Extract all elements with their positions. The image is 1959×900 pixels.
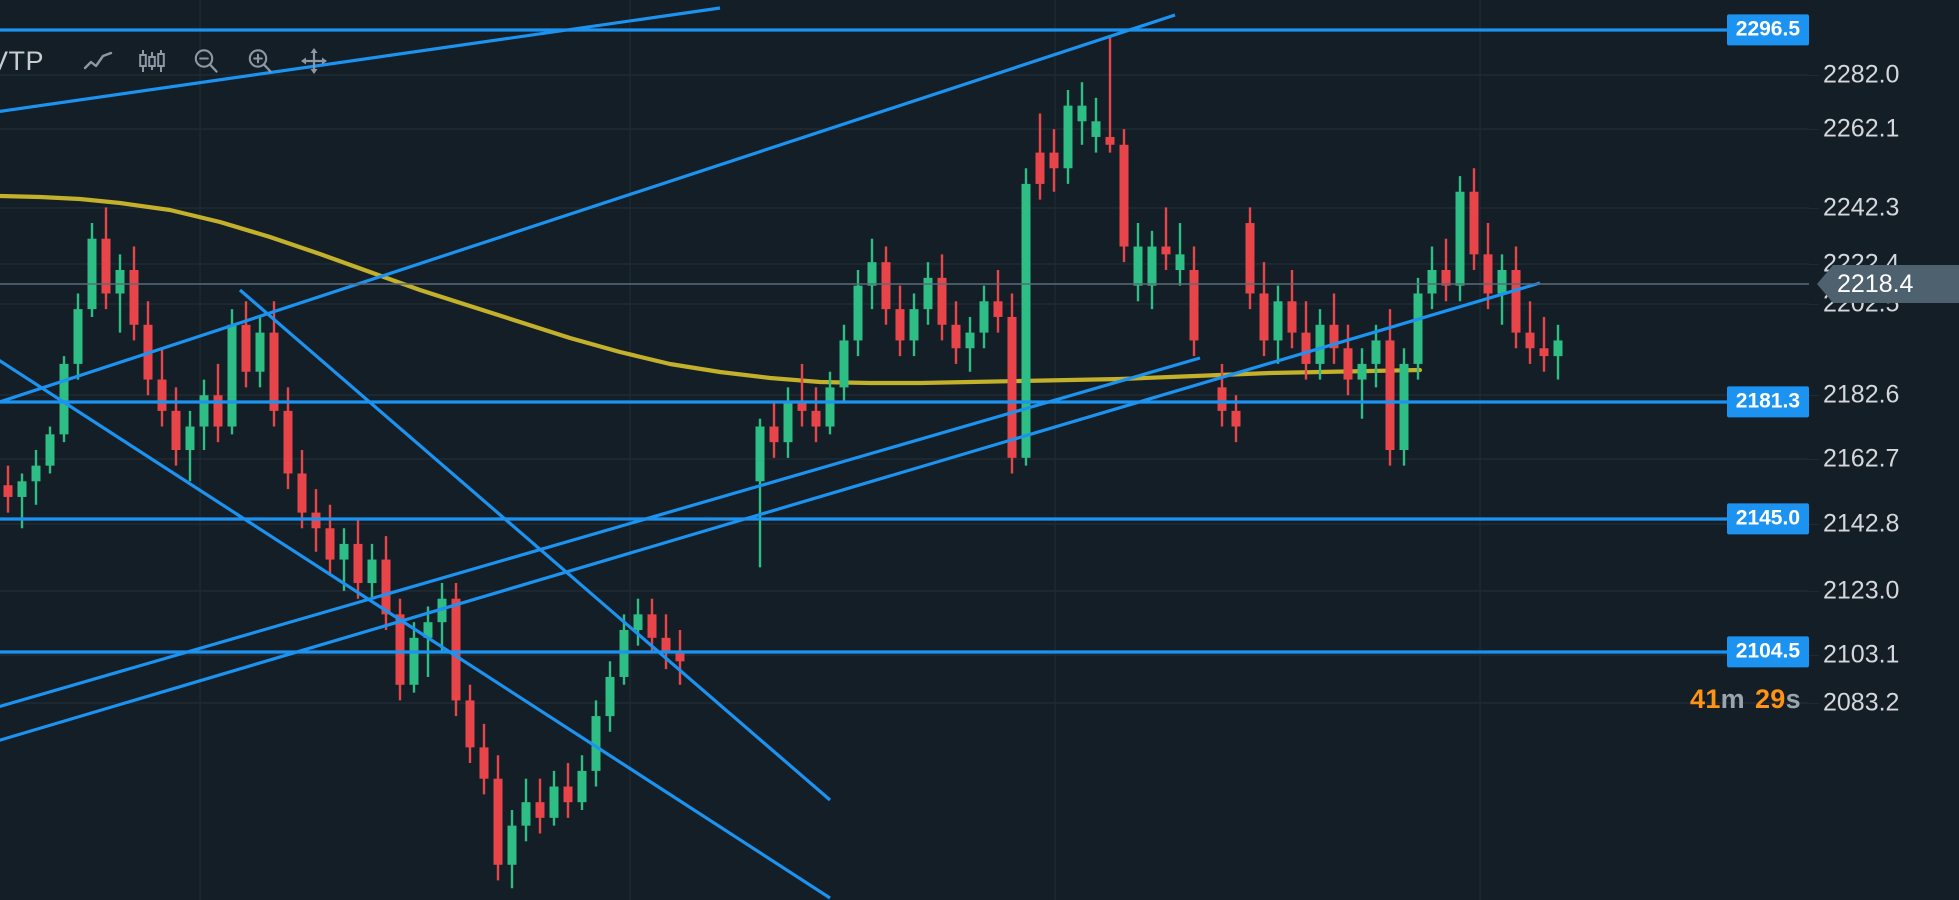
countdown-minutes: 41	[1690, 684, 1721, 714]
price-axis-tick-mark	[1809, 129, 1819, 131]
symbol-label: VTP	[0, 45, 45, 76]
price-axis-tick: 2282.0	[1823, 60, 1900, 89]
countdown-seconds: 29	[1754, 684, 1786, 714]
countdown-seconds-unit: s	[1785, 684, 1801, 714]
price-axis-tick: 2242.3	[1823, 193, 1900, 222]
zoom-in-icon[interactable]	[238, 40, 282, 82]
price-axis-tick-mark	[1809, 395, 1819, 397]
zoom-out-icon[interactable]	[184, 40, 228, 82]
price-axis-tick-mark	[1809, 655, 1819, 657]
countdown-minutes-unit: m	[1720, 684, 1745, 714]
price-axis-tick-mark	[1809, 524, 1819, 526]
price-axis-tick-mark	[1809, 208, 1819, 210]
price-axis-tick: 2103.1	[1823, 640, 1900, 669]
move-icon[interactable]	[292, 40, 336, 82]
price-axis-tick-mark	[1809, 703, 1819, 705]
price-axis-tick-mark	[1809, 459, 1819, 461]
chart-plot-area[interactable]	[0, 0, 1809, 900]
price-axis-tick-mark	[1809, 304, 1819, 306]
moving-average-line	[0, 193, 1423, 386]
price-axis-tick: 2123.0	[1823, 576, 1900, 605]
price-axis-tick: 2182.6	[1823, 380, 1900, 409]
price-axis-tick-mark	[1809, 591, 1819, 593]
price-axis-tick: 2162.7	[1823, 444, 1900, 473]
line-chart-icon[interactable]	[76, 40, 120, 82]
current-price-arrow-icon	[1817, 265, 1833, 303]
price-axis-tick-mark	[1809, 264, 1819, 266]
bar-countdown-timer: 41m 29s	[1690, 684, 1801, 715]
chart-gridlines	[0, 0, 1809, 900]
chart-canvas	[0, 0, 1809, 900]
candlestick-series	[3, 35, 1563, 889]
price-axis[interactable]: 2282.0 2262.1 2242.3 2222.4 2202.5 2182.6 2162…	[1809, 0, 1959, 900]
candlestick-icon[interactable]	[130, 40, 174, 82]
price-axis-tick: 2262.1	[1823, 114, 1900, 143]
current-price-marker[interactable]: 2218.4	[1817, 265, 1959, 303]
trendline-group	[0, 6, 1541, 900]
price-axis-tick: 2142.8	[1823, 509, 1900, 538]
price-axis-tick: 2083.2	[1823, 688, 1900, 717]
chart-toolbar: VTP	[0, 38, 336, 84]
price-axis-tick-mark	[1809, 75, 1819, 77]
current-price-value: 2218.4	[1833, 265, 1959, 303]
